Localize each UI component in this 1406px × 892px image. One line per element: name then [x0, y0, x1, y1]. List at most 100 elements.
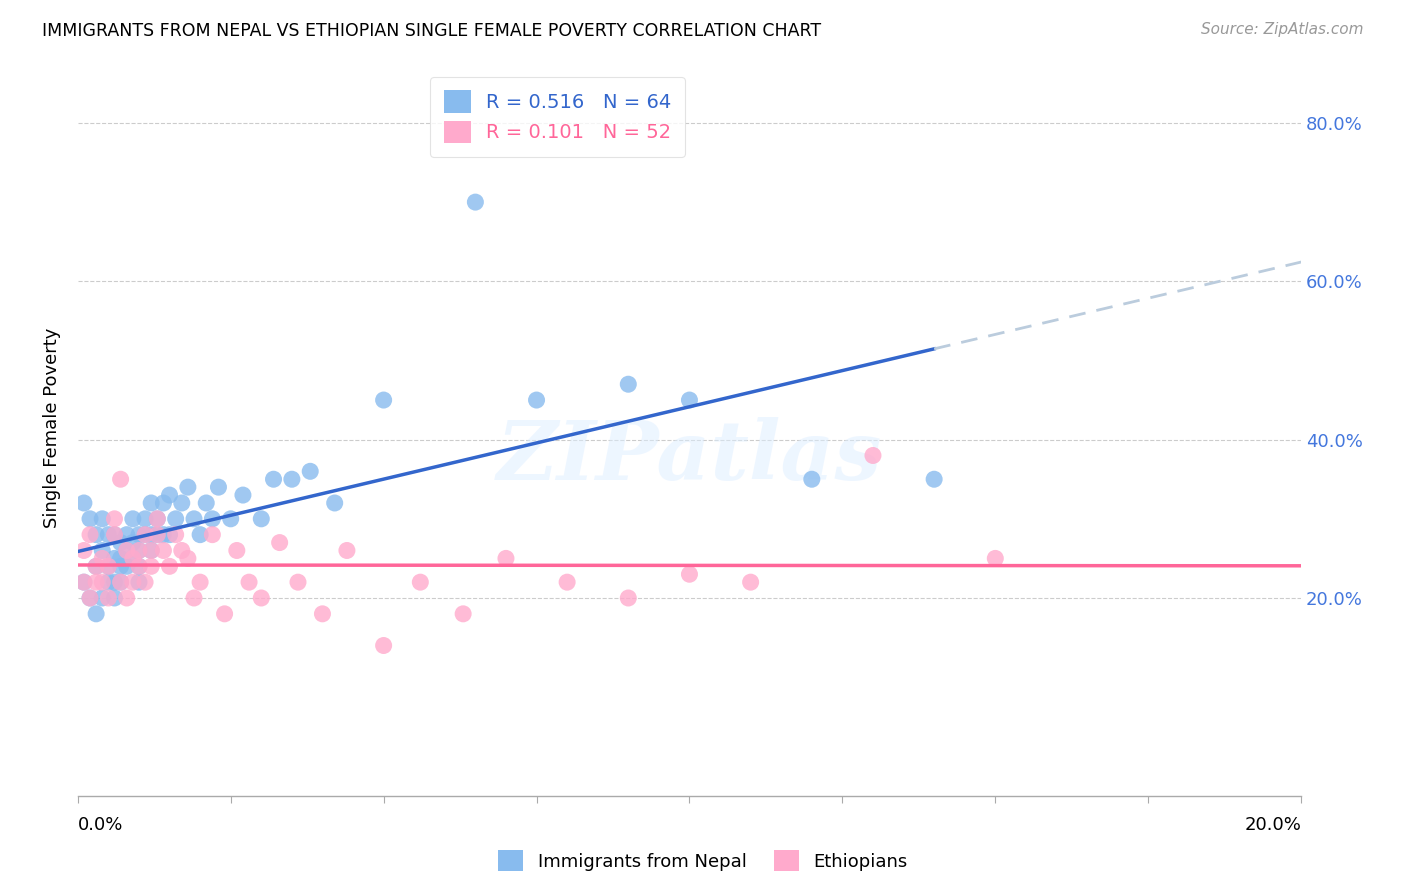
Point	[110, 559, 132, 574]
Point	[225, 543, 247, 558]
Point	[281, 472, 304, 486]
Point	[110, 472, 132, 486]
Point	[183, 591, 205, 605]
Point	[299, 464, 322, 478]
Point	[188, 575, 211, 590]
Point	[146, 512, 169, 526]
Point	[165, 512, 187, 526]
Point	[97, 527, 120, 541]
Legend: R = 0.516   N = 64, R = 0.101   N = 52: R = 0.516 N = 64, R = 0.101 N = 52	[430, 77, 685, 157]
Point	[188, 527, 211, 541]
Point	[464, 195, 486, 210]
Legend: Immigrants from Nepal, Ethiopians: Immigrants from Nepal, Ethiopians	[491, 843, 915, 879]
Point	[128, 527, 150, 541]
Point	[73, 543, 96, 558]
Point	[152, 496, 174, 510]
Point	[84, 575, 107, 590]
Point	[617, 591, 640, 605]
Point	[141, 559, 163, 574]
Y-axis label: Single Female Poverty: Single Female Poverty	[44, 327, 60, 528]
Point	[134, 527, 156, 541]
Point	[121, 551, 143, 566]
Point	[91, 591, 114, 605]
Point	[311, 607, 333, 621]
Point	[146, 512, 169, 526]
Point	[159, 527, 181, 541]
Point	[152, 543, 174, 558]
Point	[97, 559, 120, 574]
Point	[141, 527, 163, 541]
Point	[115, 527, 138, 541]
Point	[115, 559, 138, 574]
Point	[97, 591, 120, 605]
Point	[128, 575, 150, 590]
Point	[84, 559, 107, 574]
Point	[922, 472, 945, 486]
Point	[110, 575, 132, 590]
Text: 0.0%: 0.0%	[77, 815, 124, 834]
Point	[128, 559, 150, 574]
Point	[97, 575, 120, 590]
Point	[170, 543, 193, 558]
Point	[141, 496, 163, 510]
Point	[91, 551, 114, 566]
Point	[79, 591, 101, 605]
Point	[269, 535, 291, 549]
Point	[219, 512, 242, 526]
Point	[238, 575, 260, 590]
Point	[263, 472, 285, 486]
Point	[152, 527, 174, 541]
Point	[409, 575, 432, 590]
Point	[110, 575, 132, 590]
Point	[79, 527, 101, 541]
Point	[134, 575, 156, 590]
Point	[134, 527, 156, 541]
Point	[73, 575, 96, 590]
Point	[177, 551, 200, 566]
Point	[159, 559, 181, 574]
Point	[373, 392, 395, 407]
Point	[84, 527, 107, 541]
Point	[201, 527, 224, 541]
Point	[336, 543, 359, 558]
Point	[128, 559, 150, 574]
Point	[115, 543, 138, 558]
Point	[128, 543, 150, 558]
Point	[115, 591, 138, 605]
Point	[121, 512, 143, 526]
Point	[201, 512, 224, 526]
Point	[170, 496, 193, 510]
Point	[526, 392, 548, 407]
Point	[91, 512, 114, 526]
Point	[79, 512, 101, 526]
Point	[128, 543, 150, 558]
Point	[121, 575, 143, 590]
Point	[678, 392, 700, 407]
Point	[146, 527, 169, 541]
Point	[177, 480, 200, 494]
Point	[134, 512, 156, 526]
Point	[84, 607, 107, 621]
Point	[103, 527, 125, 541]
Point	[121, 551, 143, 566]
Point	[250, 512, 273, 526]
Point	[323, 496, 346, 510]
Text: Source: ZipAtlas.com: Source: ZipAtlas.com	[1201, 22, 1364, 37]
Point	[103, 575, 125, 590]
Point	[740, 575, 762, 590]
Point	[373, 639, 395, 653]
Point	[146, 527, 169, 541]
Point	[555, 575, 578, 590]
Point	[617, 377, 640, 392]
Point	[103, 551, 125, 566]
Point	[91, 543, 114, 558]
Point	[103, 527, 125, 541]
Point	[984, 551, 1007, 566]
Point	[287, 575, 309, 590]
Point	[103, 512, 125, 526]
Point	[115, 543, 138, 558]
Point	[84, 559, 107, 574]
Point	[79, 591, 101, 605]
Point	[207, 480, 229, 494]
Point	[73, 575, 96, 590]
